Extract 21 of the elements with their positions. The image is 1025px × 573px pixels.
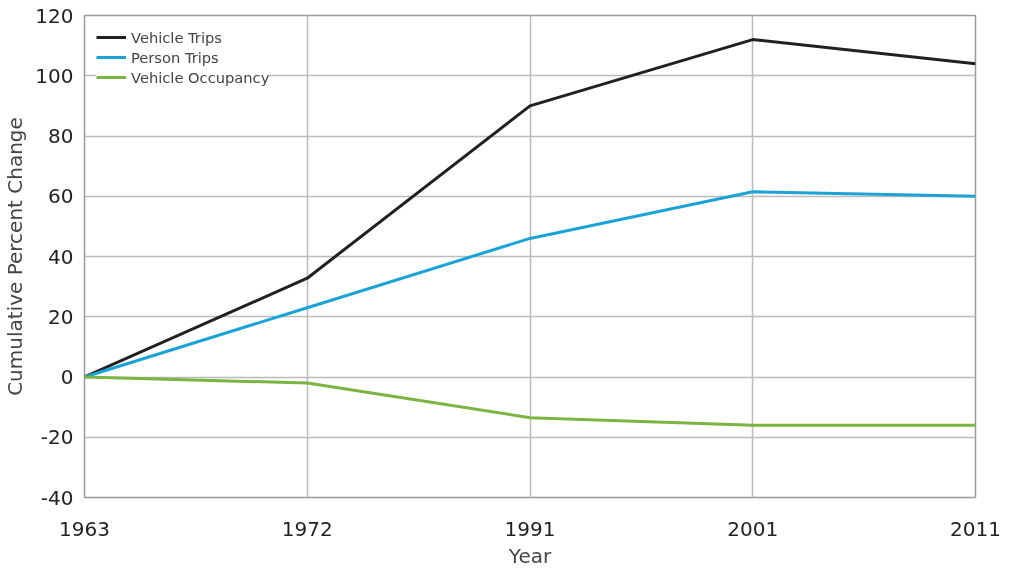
y-axis-title: Cumulative Percent Change <box>3 117 28 396</box>
legend-label: Vehicle Occupancy <box>131 68 270 86</box>
y-tick-label: 80 <box>48 124 74 148</box>
y-tick-label: 60 <box>48 184 74 209</box>
x-tick-label: 1972 <box>281 516 333 541</box>
line-series <box>84 375 976 427</box>
x-tick-label: 2011 <box>950 516 1001 541</box>
legend-label: Vehicle Trips <box>131 28 222 46</box>
line-series <box>84 190 976 379</box>
y-tick-label: 40 <box>48 244 74 269</box>
y-tick-label: 100 <box>35 63 74 88</box>
x-tick-label: 2001 <box>727 516 779 541</box>
y-tick-label: -40 <box>40 485 74 510</box>
y-tick-label: 120 <box>35 3 74 28</box>
y-tick-label: 0 <box>60 365 74 389</box>
x-tick-label: 1991 <box>504 516 556 541</box>
x-axis-title: Year <box>507 543 552 568</box>
y-tick-label: 20 <box>48 304 74 329</box>
y-tick-label: -20 <box>40 425 74 450</box>
x-tick-label: 1963 <box>59 516 110 541</box>
legend-label: Person Trips <box>131 48 219 66</box>
